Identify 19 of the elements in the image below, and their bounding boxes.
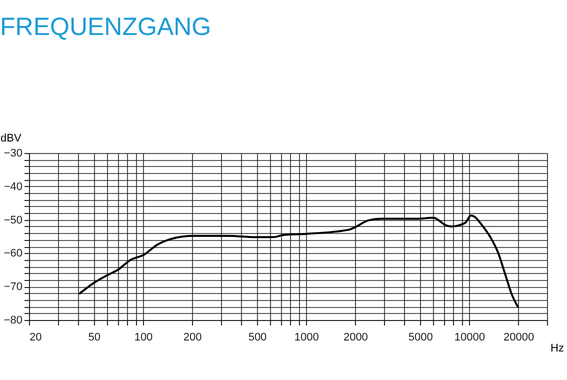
chart-title: FREQUENZGANG	[0, 13, 212, 41]
x-tick-label: 20000	[503, 332, 534, 344]
x-tick-label: 500	[248, 332, 267, 344]
x-tick-label: 100	[134, 332, 153, 344]
x-tick-label: 50	[88, 332, 101, 344]
y-tick-label: −40	[4, 180, 22, 193]
y-tick-label: −60	[4, 248, 22, 260]
x-tick-label: 2000	[343, 332, 368, 344]
x-tick-label: 1000	[294, 332, 319, 344]
x-tick-label: 10000	[454, 332, 485, 344]
x-tick-label: 200	[183, 332, 202, 344]
y-axis-title: dBV	[0, 132, 22, 144]
y-tick-label: −30	[4, 148, 22, 160]
y-tick-label: −80	[4, 314, 22, 326]
x-axis-title: Hz	[550, 342, 564, 354]
y-tick-label: −50	[4, 214, 22, 226]
x-tick-label: 20	[30, 332, 42, 344]
x-tick-label: 5000	[408, 332, 433, 344]
y-tick-label: −70	[4, 281, 22, 294]
